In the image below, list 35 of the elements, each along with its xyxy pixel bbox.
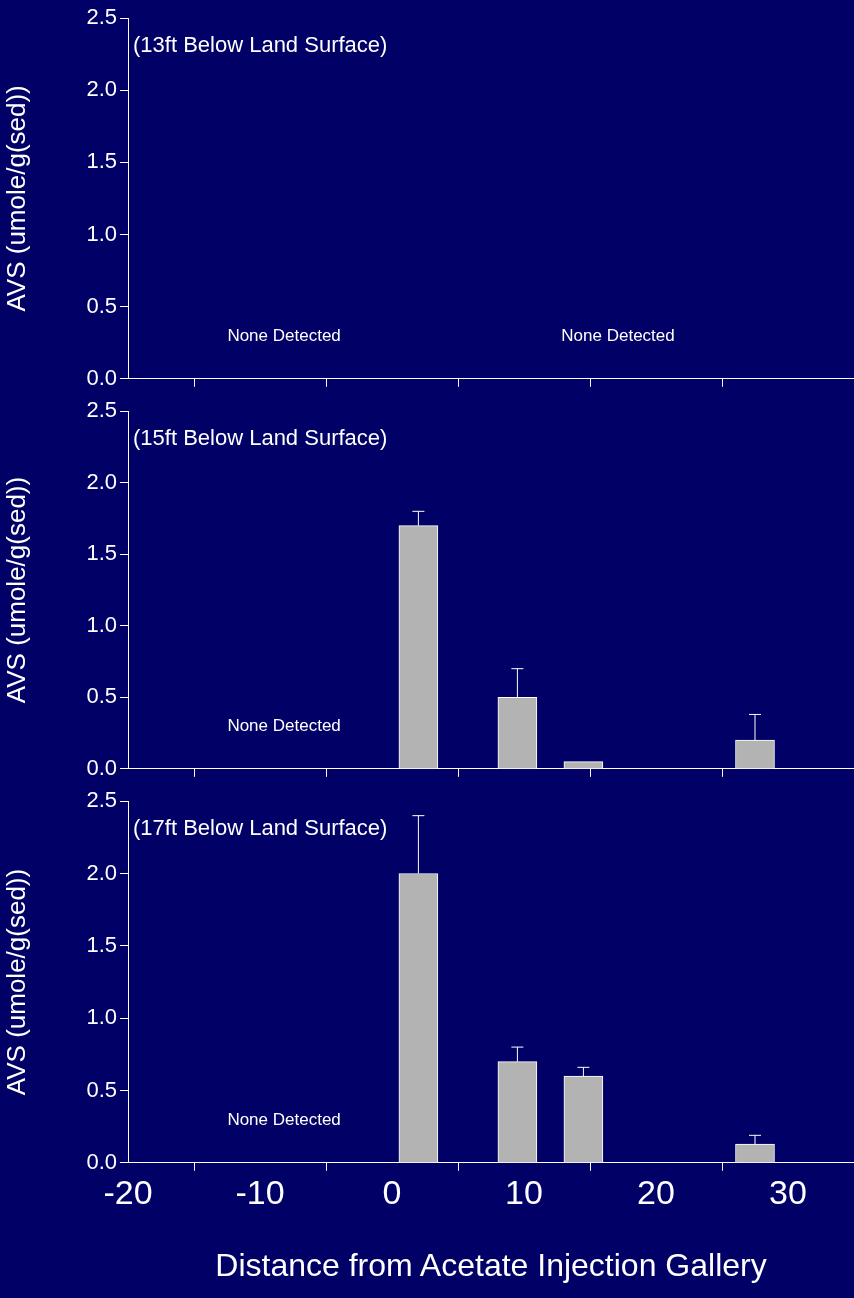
x-axis-title: Distance from Acetate Injection Gallery: [215, 1246, 767, 1283]
y-axis-title: AVS (umole/g(sed)): [0, 868, 31, 1096]
y-tick-label: 2.5: [86, 4, 117, 30]
x-tick-label: -20: [103, 1172, 153, 1211]
y-tick-label: 1.5: [86, 931, 117, 957]
y-tick-label: 1.0: [86, 220, 117, 246]
y-tick-label: 2.5: [86, 397, 117, 423]
x-tick-label: 10: [505, 1172, 543, 1211]
x-tick-label: 20: [637, 1172, 675, 1211]
y-axis-title: AVS (umole/g(sed)): [0, 85, 31, 312]
text: (17ft Below Land Surface): [133, 815, 388, 841]
y-tick-label: 2.0: [86, 859, 117, 885]
y-tick-label: 2.0: [86, 468, 117, 494]
y-tick-label: 2.5: [86, 787, 117, 813]
annotation: None Detected: [227, 326, 341, 346]
annotation: None Detected: [561, 326, 675, 346]
y-tick-label: 1.5: [86, 148, 117, 174]
x-tick-label: 30: [769, 1172, 807, 1211]
y-tick-label: 0.0: [86, 1148, 117, 1174]
y-tick-label: 0.0: [86, 754, 117, 780]
x-tick-label: 0: [382, 1172, 402, 1211]
x-tick-label: -10: [235, 1172, 285, 1211]
y-tick-label: 1.5: [86, 540, 117, 566]
y-tick-label: 0.5: [86, 292, 117, 318]
y-tick-label: 1.0: [86, 611, 117, 637]
text: (13ft Below Land Surface): [133, 32, 388, 58]
y-tick-label: 1.0: [86, 1004, 117, 1030]
y-tick-label: 0.5: [86, 683, 117, 709]
y-tick-label: 2.0: [86, 76, 117, 102]
annotation: None Detected: [227, 716, 341, 736]
y-tick-label: 0.0: [86, 364, 117, 390]
annotation: None Detected: [227, 1110, 341, 1130]
y-tick-label: 0.5: [86, 1076, 117, 1102]
y-axis-title: AVS (umole/g(sed)): [0, 476, 31, 704]
text: (15ft Below Land Surface): [133, 425, 388, 451]
